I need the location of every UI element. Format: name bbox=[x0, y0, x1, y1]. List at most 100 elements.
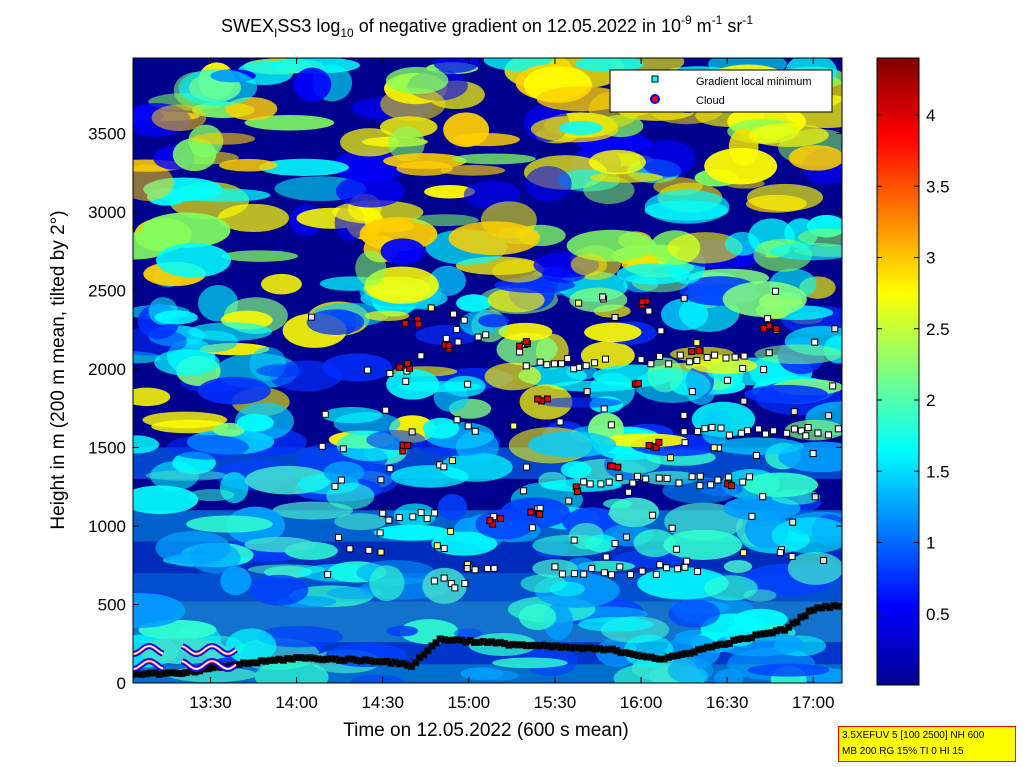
gradient-minimum-point bbox=[522, 362, 530, 370]
gradient-minimum-point bbox=[804, 424, 812, 432]
gradient-minimum-point bbox=[607, 421, 615, 429]
heatmap-blob bbox=[256, 364, 306, 378]
gradient-minimum-point bbox=[402, 377, 410, 385]
heatmap-blob bbox=[255, 625, 344, 648]
cloud-outline bbox=[181, 645, 237, 655]
gradient-minimum-point bbox=[637, 356, 645, 364]
cloud-point bbox=[695, 347, 703, 355]
cloud-point bbox=[527, 508, 535, 516]
gradient-minimum-point bbox=[748, 512, 756, 520]
gradient-minimum-point bbox=[623, 533, 631, 541]
heatmap-blob bbox=[145, 470, 228, 481]
colorbar-tick-label: 0.5 bbox=[926, 605, 950, 624]
colorbar-tick-label: 3.5 bbox=[926, 177, 950, 196]
legend-label-cloud: Cloud bbox=[696, 95, 725, 107]
heatmap-blob bbox=[518, 604, 557, 631]
cloud-point bbox=[760, 324, 768, 332]
heatmap-blob bbox=[355, 250, 387, 286]
gradient-minimum-point bbox=[667, 454, 675, 462]
heatmap-blob bbox=[293, 67, 332, 102]
gradient-minimum-point bbox=[647, 360, 655, 368]
heatmap-blob bbox=[549, 581, 585, 597]
gradient-minimum-point bbox=[655, 352, 663, 360]
gradient-minimum-point bbox=[453, 416, 461, 424]
heatmap-blob bbox=[443, 112, 490, 148]
gradient-minimum-point bbox=[580, 478, 588, 486]
gradient-minimum-point bbox=[746, 473, 754, 481]
info-box: 3.5XEFUV 5 [100 2500] NH 600 MB 200 RG 1… bbox=[838, 726, 1016, 762]
gradient-minimum-point bbox=[655, 474, 663, 482]
heatmap-blob bbox=[667, 232, 743, 264]
gradient-minimum-point bbox=[385, 516, 393, 524]
heatmap-blob bbox=[220, 566, 252, 596]
heatmap-blob bbox=[456, 294, 492, 312]
gradient-minimum-point bbox=[431, 509, 439, 517]
cloud-point bbox=[445, 342, 453, 350]
heatmap-blob bbox=[722, 281, 807, 318]
gradient-minimum-point bbox=[591, 359, 599, 367]
heatmap-blob bbox=[166, 434, 249, 460]
x-tick-label: 16:00 bbox=[620, 693, 663, 712]
gradient-minimum-point bbox=[556, 418, 564, 426]
gradient-minimum-point bbox=[600, 569, 608, 577]
gradient-minimum-point bbox=[814, 429, 822, 437]
heatmap-blob bbox=[364, 310, 410, 321]
cloud-base-point bbox=[407, 662, 415, 670]
heatmap-blob bbox=[249, 574, 309, 606]
gradient-minimum-point bbox=[570, 365, 578, 373]
gradient-minimum-point bbox=[386, 369, 394, 377]
gradient-minimum-point bbox=[409, 513, 417, 521]
y-tick-label: 0 bbox=[117, 674, 126, 693]
gradient-minimum-point bbox=[759, 493, 767, 501]
gradient-minimum-point bbox=[693, 567, 701, 575]
gradient-minimum-point bbox=[522, 463, 530, 471]
heatmap-blob bbox=[186, 515, 273, 533]
gradient-minimum-point bbox=[520, 487, 528, 495]
heatmap-blob bbox=[141, 212, 231, 248]
heatmap-blob bbox=[787, 551, 842, 585]
cloud-point bbox=[645, 441, 653, 449]
cloud-base-point bbox=[834, 602, 842, 610]
heatmap-blob bbox=[713, 668, 744, 683]
cloud-point bbox=[534, 395, 542, 403]
heatmap-plot-area bbox=[133, 58, 842, 683]
cloud-point bbox=[638, 298, 646, 306]
cloud-point bbox=[496, 514, 504, 522]
gradient-minimum-point bbox=[638, 567, 646, 575]
gradient-minimum-point bbox=[331, 482, 339, 490]
gradient-minimum-point bbox=[417, 352, 425, 360]
gradient-minimum-point bbox=[694, 427, 702, 435]
y-tick-label: 1500 bbox=[88, 438, 126, 457]
heatmap-blob bbox=[769, 242, 842, 261]
heatmap-blob bbox=[133, 164, 174, 202]
heatmap-blob bbox=[725, 232, 760, 256]
gradient-minimum-point bbox=[663, 474, 671, 482]
gradient-minimum-point bbox=[703, 353, 711, 361]
heatmap-blob bbox=[584, 322, 642, 343]
gradient-minimum-point bbox=[377, 476, 385, 484]
heatmap-blob bbox=[797, 228, 842, 247]
x-tick-label: 17:00 bbox=[792, 693, 835, 712]
gradient-minimum-point bbox=[433, 542, 441, 550]
heatmap-blob bbox=[723, 560, 753, 573]
cloud-point bbox=[522, 338, 530, 346]
heatmap-blob bbox=[588, 149, 646, 175]
heatmap-blob bbox=[478, 314, 510, 328]
heatmap-blob bbox=[366, 429, 426, 451]
heatmap-blob bbox=[771, 517, 842, 554]
cloud-outline bbox=[133, 660, 164, 670]
heatmap-blob bbox=[492, 657, 568, 669]
gradient-minimum-point bbox=[717, 424, 725, 432]
heatmap-blob bbox=[704, 575, 758, 601]
gradient-minimum-point bbox=[829, 382, 837, 390]
gradient-minimum-point bbox=[602, 553, 610, 561]
gradient-minimum-point bbox=[740, 352, 748, 360]
gradient-minimum-point bbox=[616, 563, 624, 571]
legend-label-gradient-minimum: Gradient local minimum bbox=[696, 76, 812, 88]
gradient-minimum-point bbox=[725, 473, 733, 481]
heatmap-blob bbox=[437, 493, 468, 521]
cloud-point bbox=[543, 395, 551, 403]
heatmap-blob bbox=[154, 349, 220, 376]
gradient-minimum-point bbox=[395, 514, 403, 522]
cloud-point bbox=[535, 510, 543, 518]
